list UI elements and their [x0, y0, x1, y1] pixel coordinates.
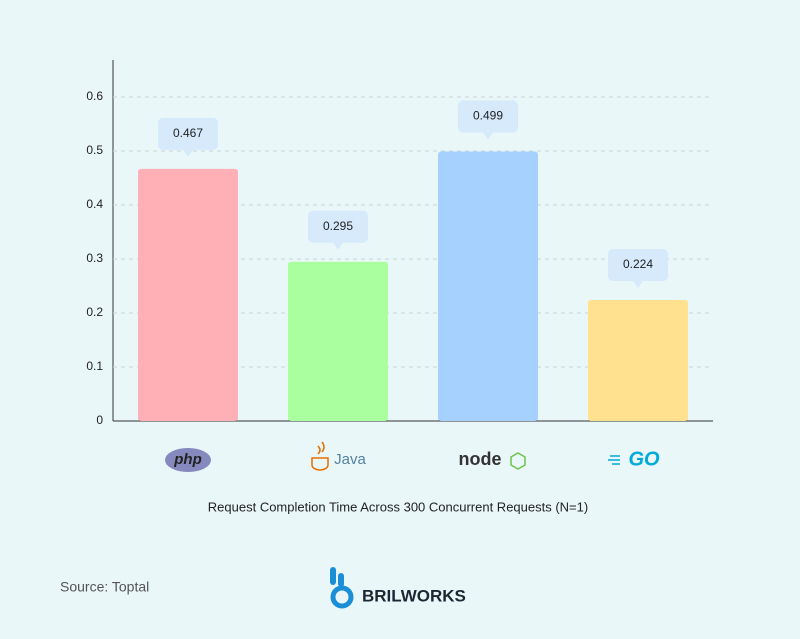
bar: [288, 261, 388, 421]
x-tick-label: GO: [628, 448, 660, 470]
chart-title: Request Completion Time Across 300 Concu…: [208, 499, 588, 514]
logo-shape: [311, 441, 329, 471]
logo-shape: [165, 448, 211, 472]
value-label: 0.499: [473, 109, 503, 123]
y-tick-label: 0: [96, 413, 103, 427]
logo-shape: [608, 455, 620, 465]
value-label: 0.224: [623, 257, 653, 271]
y-tick-label: 0.4: [86, 197, 103, 211]
bar: [438, 151, 538, 422]
label-bubble: [458, 100, 518, 140]
value-label: 0.295: [323, 219, 353, 233]
y-tick-label: 0.6: [86, 89, 103, 103]
x-tick-label: node: [459, 449, 502, 469]
label-bubble: [308, 210, 368, 250]
bar: [588, 300, 688, 421]
y-tick-label: 0.1: [86, 359, 103, 373]
y-tick-label: 0.5: [86, 143, 103, 157]
brand-logo: [330, 567, 354, 609]
x-tick-label: php: [173, 451, 202, 468]
source: Source: Toptal: [60, 579, 149, 595]
logo-shape: [510, 452, 526, 470]
value-label: 0.467: [173, 126, 203, 140]
brand: BRILWORKS: [362, 586, 466, 605]
x-tick-label: Java: [334, 451, 366, 468]
y-tick-label: 0.3: [86, 251, 103, 265]
label-bubble: [608, 249, 668, 289]
bar: [138, 168, 238, 421]
label-bubble: [158, 117, 218, 157]
y-tick-label: 0.2: [86, 305, 103, 319]
